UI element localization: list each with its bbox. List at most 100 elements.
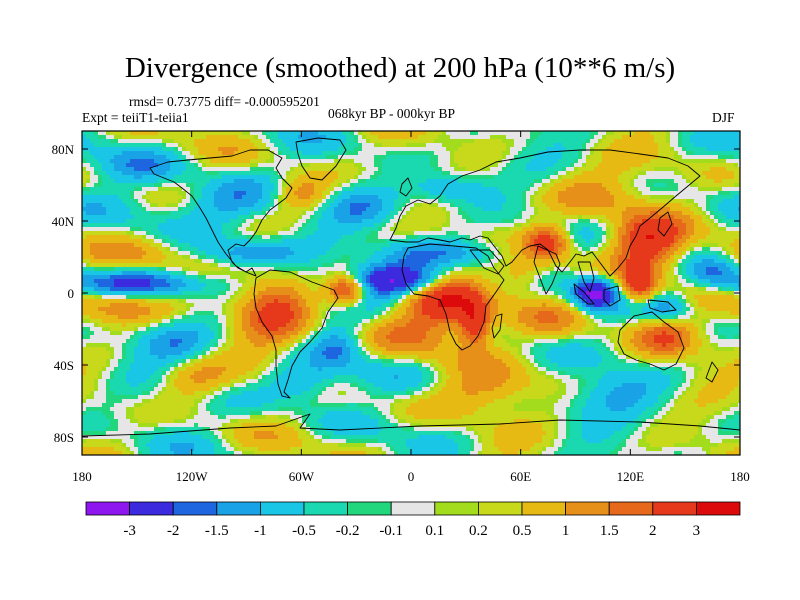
field-cell [722, 211, 727, 216]
field-cell [518, 147, 523, 152]
field-cell [566, 227, 571, 232]
field-cell [618, 135, 623, 140]
field-cell [142, 251, 147, 256]
field-cell [274, 135, 279, 140]
field-cell [610, 207, 615, 212]
field-cell [222, 147, 227, 152]
field-cell [530, 183, 535, 188]
field-cell [582, 135, 587, 140]
field-cell [194, 179, 199, 184]
field-cell [530, 171, 535, 176]
field-cell [138, 159, 143, 164]
field-cell [262, 143, 267, 148]
field-cell [326, 231, 331, 236]
field-cell [210, 131, 215, 136]
field-cell [622, 219, 627, 224]
field-cell [326, 183, 331, 188]
field-cell [634, 227, 639, 232]
field-cell [142, 187, 147, 192]
field-cell [242, 191, 247, 196]
field-cell [702, 163, 707, 168]
field-cell [298, 235, 303, 240]
field-cell [606, 175, 611, 180]
field-cell [666, 219, 671, 224]
field-cell [726, 203, 731, 208]
field-cell [166, 155, 171, 160]
field-cell [506, 159, 511, 164]
field-cell [190, 167, 195, 172]
field-cell [574, 207, 579, 212]
field-cell [638, 155, 643, 160]
field-cell [290, 147, 295, 152]
field-cell [190, 163, 195, 168]
field-cell [146, 131, 151, 136]
field-cell [374, 219, 379, 224]
field-cell [582, 171, 587, 176]
field-cell [146, 155, 151, 160]
field-cell [118, 175, 123, 180]
field-cell [630, 175, 635, 180]
field-cell [230, 195, 235, 200]
field-cell [274, 191, 279, 196]
field-cell [314, 235, 319, 240]
field-cell [366, 247, 371, 252]
field-cell [534, 203, 539, 208]
field-cell [354, 247, 359, 252]
field-cell [98, 243, 103, 248]
field-cell [678, 143, 683, 148]
field-cell [718, 239, 723, 244]
field-cell [394, 235, 399, 240]
field-cell [434, 171, 439, 176]
field-cell [590, 139, 595, 144]
field-cell [618, 223, 623, 228]
field-cell [566, 243, 571, 248]
field-cell [186, 247, 191, 252]
field-cell [506, 175, 511, 180]
field-cell [622, 231, 627, 236]
field-cell [150, 179, 155, 184]
field-cell [494, 195, 499, 200]
field-cell [262, 159, 267, 164]
field-cell [350, 163, 355, 168]
field-cell [390, 143, 395, 148]
field-cell [482, 131, 487, 136]
field-cell [354, 139, 359, 144]
field-cell [338, 171, 343, 176]
field-cell [494, 179, 499, 184]
field-cell [422, 163, 427, 168]
field-cell [590, 243, 595, 248]
field-cell [158, 183, 163, 188]
field-cell [614, 159, 619, 164]
field-cell [450, 159, 455, 164]
field-cell [586, 135, 591, 140]
field-cell [446, 195, 451, 200]
field-cell [338, 195, 343, 200]
field-cell [642, 215, 647, 220]
field-cell [594, 247, 599, 252]
field-cell [266, 219, 271, 224]
field-cell [162, 235, 167, 240]
field-cell [482, 183, 487, 188]
field-cell [358, 207, 363, 212]
field-cell [694, 131, 699, 136]
field-cell [714, 143, 719, 148]
field-cell [210, 247, 215, 252]
field-cell [606, 147, 611, 152]
field-cell [650, 135, 655, 140]
field-cell [170, 135, 175, 140]
field-cell [210, 135, 215, 140]
field-cell [378, 135, 383, 140]
field-cell [586, 159, 591, 164]
field-cell [610, 231, 615, 236]
field-cell [658, 199, 663, 204]
field-cell [390, 211, 395, 216]
field-cell [618, 187, 623, 192]
field-cell [306, 135, 311, 140]
field-cell [94, 143, 99, 148]
field-cell [150, 159, 155, 164]
field-cell [154, 211, 159, 216]
field-cell [118, 219, 123, 224]
field-cell [374, 207, 379, 212]
field-cell [414, 223, 419, 228]
field-cell [698, 139, 703, 144]
